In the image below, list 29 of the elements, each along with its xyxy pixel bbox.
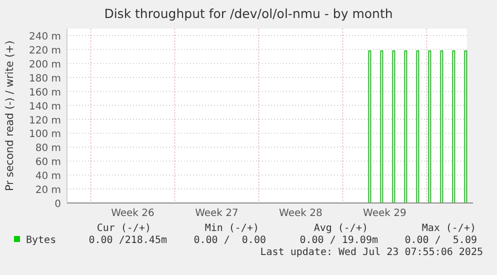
y-tick-label: 60 m [35,157,61,168]
y-tick-label: 140 m [28,101,61,112]
y-axis-title: Pr second read (-) / write (+) [4,40,16,192]
x-tick-label: Week 28 [279,208,322,219]
x-tick-label: Week 26 [111,208,154,219]
y-tick-label: 20 m [35,185,61,196]
text: 0.00 / 5.09 [404,235,477,246]
chart-title: Disk throughput for /dev/ol/ol-nmu - by month [104,6,393,21]
y-tick-label: 220 m [28,46,61,57]
text: Min (-/+) [204,223,259,234]
y-tick-label: 240 m [28,32,61,43]
y-tick-label: 0 [54,199,61,210]
y-tick-label: 120 m [28,115,61,126]
text: 0.00 / 19.09m [300,235,378,246]
y-tick-label: 100 m [28,129,61,140]
y-tick-label: 80 m [35,143,61,154]
y-tick-label: 200 m [28,59,61,70]
x-tick-label: Week 29 [363,208,406,219]
y-tick-label: 40 m [35,171,61,182]
x-tick-label: Week 27 [195,208,238,219]
text: Avg (-/+) [314,223,368,234]
y-tick-label: 180 m [28,73,61,84]
text: Last update: Wed Jul 23 07:55:06 2025 [260,247,483,258]
text: Cur (-/+) [96,223,151,234]
text: 0.00 /218.45m [88,235,167,246]
legend-label: Bytes [26,235,56,246]
text: Max (-/+) [422,223,476,234]
text: 0.00 / 0.00 [194,235,266,246]
y-tick-label: 160 m [28,87,61,98]
